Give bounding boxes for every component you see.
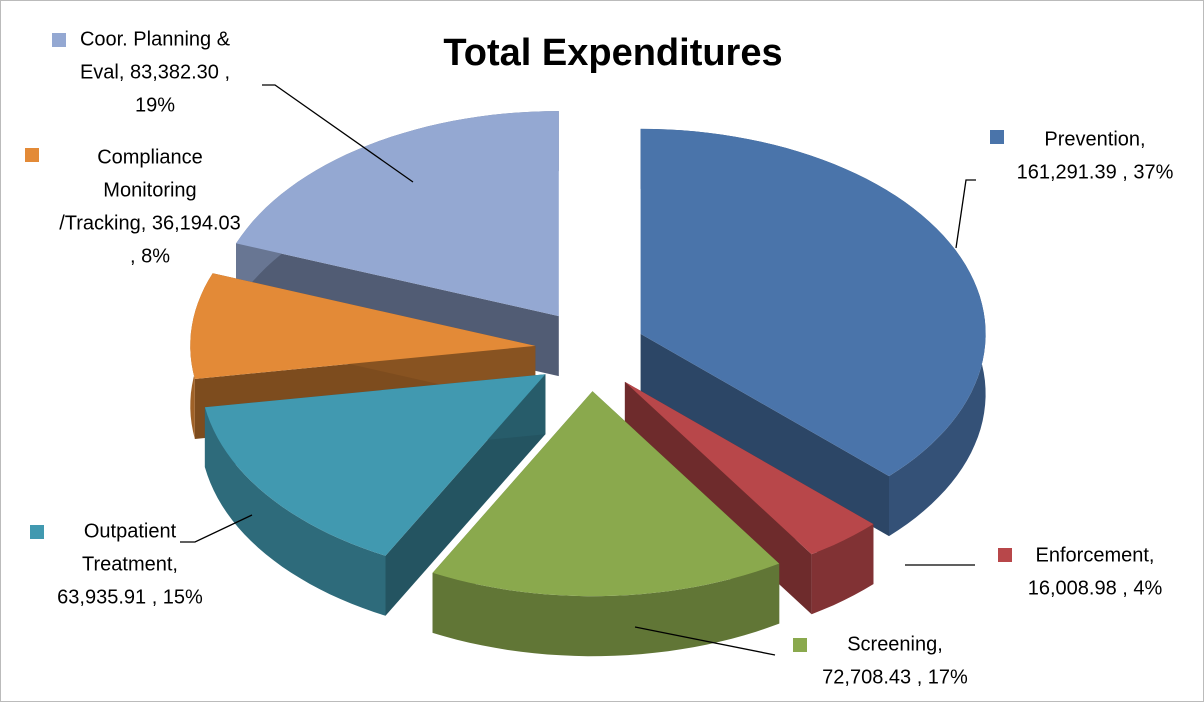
slice: [190, 273, 536, 379]
slice: [432, 391, 780, 597]
leader-line: [634, 626, 776, 656]
legend-swatch: [25, 148, 39, 162]
data-label: Enforcement,: [1036, 544, 1155, 566]
leader-line: [955, 179, 976, 249]
data-label: Compliance: [97, 146, 203, 168]
leader-line: [262, 84, 414, 183]
slice-side: [811, 524, 874, 615]
leader-line: [180, 514, 253, 543]
slice-group: [204, 374, 546, 616]
data-label: Eval, 83,382.30 ,: [80, 61, 230, 83]
legend-swatch: [990, 130, 1004, 144]
slice-group: [640, 128, 986, 537]
slice: [624, 381, 874, 555]
data-label: Prevention,: [1044, 128, 1145, 150]
data-label: Treatment,: [82, 553, 178, 575]
slice-side: [204, 407, 386, 616]
data-label: 72,708.43 , 17%: [822, 666, 968, 688]
data-label: 16,008.98 , 4%: [1028, 577, 1163, 599]
slice: [204, 374, 546, 556]
data-label: Monitoring: [103, 179, 196, 201]
legend-swatch: [793, 638, 807, 652]
data-label: 161,291.39 , 37%: [1017, 161, 1174, 183]
legend-swatch: [30, 525, 44, 539]
data-label: Outpatient: [84, 520, 177, 542]
data-label: 19%: [135, 94, 175, 116]
data-label: Screening,: [847, 633, 943, 655]
chart-title: Total Expenditures: [443, 32, 782, 74]
slice-side: [432, 563, 780, 657]
data-label: Coor. Planning &: [80, 28, 231, 50]
slice-group: [432, 391, 780, 657]
data-label: 63,935.91 , 15%: [57, 586, 203, 608]
slice: [236, 111, 559, 317]
legend-swatch: [52, 33, 66, 47]
data-label: /Tracking, 36,194.03: [59, 212, 241, 234]
slice: [640, 128, 986, 477]
slice-wall: [640, 333, 889, 537]
legend-swatch: [998, 548, 1012, 562]
data-label: , 8%: [130, 245, 170, 267]
